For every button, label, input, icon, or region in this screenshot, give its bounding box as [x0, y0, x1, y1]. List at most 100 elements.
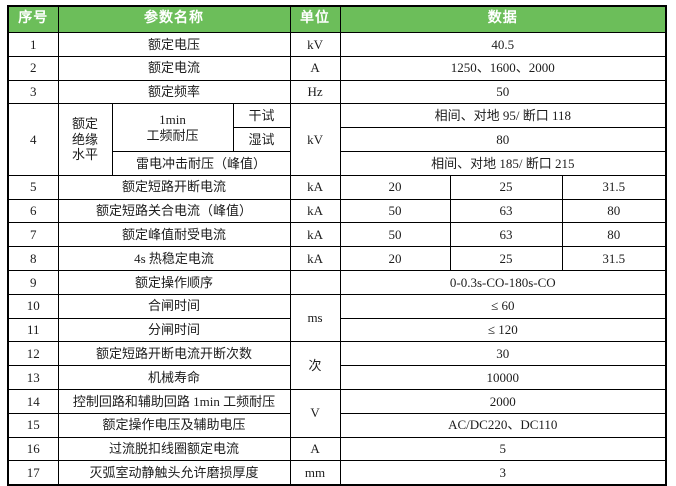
cell-no: 15	[7, 412, 59, 438]
cell-no: 7	[7, 222, 59, 248]
cell-dry-test: 干试	[232, 103, 291, 129]
cell-param-name: 过流脱扣线圈额定电流	[57, 436, 291, 462]
cell-no: 5	[7, 174, 59, 200]
cell-unit: kV	[289, 103, 341, 176]
header-no: 序号	[7, 5, 59, 33]
cell-data: 2000	[339, 388, 667, 414]
cell-unit: kA	[289, 174, 341, 200]
cell-unit: A	[289, 436, 341, 462]
sub-label-line: 1min	[159, 112, 186, 128]
cell-no: 3	[7, 79, 59, 105]
cell-lightning-impulse: 雷电冲击耐压（峰值）	[111, 150, 291, 176]
cell-data: ≤ 60	[339, 293, 667, 319]
cell-unit: kA	[289, 198, 341, 224]
table-row-2: 2 额定电流 A 1250、1600、2000	[7, 55, 667, 81]
cell-no: 12	[7, 341, 59, 367]
table-row-12: 12 额定短路开断电流开断次数 次 30	[7, 341, 667, 390]
header-data: 数据	[339, 5, 667, 33]
cell-wet-test: 湿试	[232, 127, 291, 152]
cell-data: 80	[561, 198, 667, 224]
cell-param-name: 额定短路开断电流	[57, 174, 291, 200]
cell-param-name: 灭弧室动静触头允许磨损厚度	[57, 460, 291, 486]
cell-data: 31.5	[561, 174, 667, 200]
table-row-3: 3 额定频率 Hz 50	[7, 79, 667, 105]
cell-unit: ms	[289, 293, 341, 343]
cell-insulation-group: 额定 绝缘 水平	[57, 103, 113, 176]
cell-param-name: 额定频率	[57, 79, 291, 105]
cell-param-name: 合闸时间	[57, 293, 291, 319]
cell-unit: kA	[289, 246, 341, 271]
cell-no: 17	[7, 460, 59, 486]
cell-data: 31.5	[561, 246, 667, 271]
cell-no: 9	[7, 269, 59, 295]
cell-param-name: 机械寿命	[57, 365, 291, 390]
cell-no: 2	[7, 55, 59, 81]
cell-unit: 次	[289, 341, 341, 390]
table-row-4b: 湿试 80	[8, 127, 667, 152]
table-row-8: 8 4s 热稳定电流 kA 20 25 31.5	[7, 246, 667, 271]
table-row-10: 10 合闸时间 ms ≤ 60	[7, 293, 667, 343]
table-row-4c: 雷电冲击耐压（峰值） 相间、对地 185/ 断口 215	[8, 150, 667, 176]
cell-no: 1	[7, 32, 59, 57]
cell-unit: kA	[289, 222, 341, 248]
group-label-line: 水平	[71, 147, 98, 163]
cell-unit: V	[289, 388, 341, 438]
cell-unit: mm	[289, 460, 341, 486]
cell-unit: kV	[289, 32, 341, 57]
cell-data: 50	[339, 198, 451, 224]
cell-unit	[289, 269, 341, 295]
table-row-16: 16 过流脱扣线圈额定电流 A 5	[7, 436, 667, 462]
table-row-7: 7 额定峰值耐受电流 kA 50 63 80	[7, 222, 667, 248]
table-row-14: 14 控制回路和辅助回路 1min 工频耐压 V 2000	[7, 388, 667, 438]
cell-data: 25	[449, 246, 563, 271]
header-row: 序号 参数名称 单位 数据	[7, 5, 667, 33]
cell-data: 50	[339, 222, 451, 248]
table-row-9: 9 额定操作顺序 0-0.3s-CO-180s-CO	[7, 269, 667, 295]
header-param-name: 参数名称	[57, 5, 291, 33]
cell-data: 20	[339, 246, 451, 271]
cell-data: 10000	[339, 365, 667, 390]
group-label-line: 绝缘	[71, 131, 98, 147]
cell-data: 63	[449, 222, 563, 248]
table-row-1: 1 额定电压 kV 40.5	[7, 32, 667, 57]
cell-power-freq-withstand: 1min 工频耐压	[111, 103, 234, 152]
cell-param-name: 额定操作电压及辅助电压	[57, 412, 291, 438]
cell-data: 20	[339, 174, 451, 200]
cell-param-name: 额定峰值耐受电流	[57, 222, 291, 248]
cell-param-name: 额定电压	[57, 32, 291, 57]
table-row-11: 11 分闸时间 ≤ 120	[7, 317, 667, 343]
cell-param-name: 额定短路关合电流（峰值）	[57, 198, 291, 224]
cell-param-name: 额定短路开断电流开断次数	[57, 341, 291, 367]
spec-table: 序号 参数名称 单位 数据 1 额定电压 kV 40.5 2 额定电流 A 12…	[7, 5, 668, 486]
cell-data: 40.5	[339, 32, 667, 57]
cell-data: 3	[339, 460, 667, 486]
cell-data: 25	[449, 174, 563, 200]
table-row-6: 6 额定短路关合电流（峰值） kA 50 63 80	[7, 198, 667, 224]
cell-param-name: 分闸时间	[57, 317, 291, 343]
cell-data: 相间、对地 95/ 断口 118	[339, 103, 667, 129]
cell-no: 14	[7, 388, 59, 414]
table-row-17: 17 灭弧室动静触头允许磨损厚度 mm 3	[7, 460, 667, 486]
cell-data: 0-0.3s-CO-180s-CO	[339, 269, 667, 295]
cell-data: 80	[339, 127, 667, 152]
cell-data: ≤ 120	[339, 317, 667, 343]
table-row-15: 15 额定操作电压及辅助电压 AC/DC220、DC110	[7, 412, 667, 438]
cell-unit: Hz	[289, 79, 341, 105]
table-row-13: 13 机械寿命 10000	[7, 365, 667, 390]
cell-no: 6	[7, 198, 59, 224]
cell-param-name: 控制回路和辅助回路 1min 工频耐压	[57, 388, 291, 414]
table-row-4a: 4 额定 绝缘 水平 1min 工频耐压 干试 kV 相间、对地 95/ 断口 …	[7, 103, 667, 176]
cell-data: 63	[449, 198, 563, 224]
cell-data: 80	[561, 222, 667, 248]
cell-no: 13	[7, 365, 59, 390]
cell-unit: A	[289, 55, 341, 81]
cell-no: 4	[7, 103, 59, 176]
cell-no: 11	[7, 317, 59, 343]
cell-param-name: 额定操作顺序	[57, 269, 291, 295]
group-label-line: 额定	[71, 116, 98, 132]
header-unit: 单位	[289, 5, 341, 33]
sub-label-line: 工频耐压	[146, 127, 199, 143]
cell-data: 30	[339, 341, 667, 367]
cell-data: 相间、对地 185/ 断口 215	[339, 150, 667, 176]
